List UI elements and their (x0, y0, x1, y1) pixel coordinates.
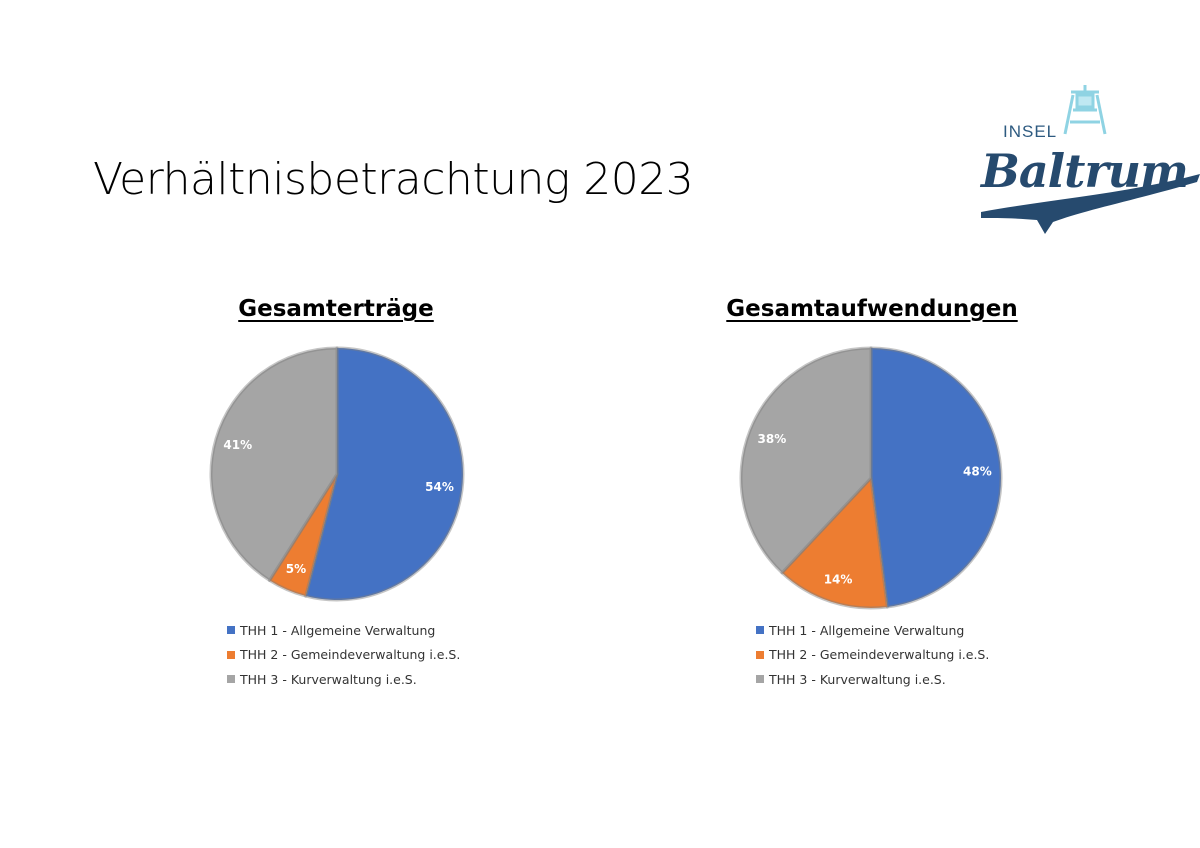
legend-swatch (756, 650, 764, 659)
pie-slice-thh1 (869, 346, 1003, 609)
pie-slice-thh3 (739, 346, 873, 575)
logo-main-text: Baltrum (979, 144, 1188, 198)
legend-label: THH 1 - Allgemeine Verwaltung (240, 622, 436, 638)
legend-label: THH 3 - Kurverwaltung i.e.S. (240, 671, 417, 687)
slide-title: Verhältnisbetrachtung 2023 (93, 154, 694, 205)
data-label-thh1: 48% (963, 464, 992, 478)
legend-label: THH 2 - Gemeindeverwaltung i.e.S. (240, 647, 461, 663)
legend-item-thh1: THH 1 - Allgemeine Verwaltung (227, 618, 460, 643)
legend-label: THH 1 - Allgemeine Verwaltung (769, 622, 965, 638)
legend-swatch (227, 650, 235, 659)
legend-swatch (756, 675, 764, 684)
pie-slice-thh1 (304, 346, 465, 602)
legend-gesamtaufwendungen: THH 1 - Allgemeine Verwaltung THH 2 - Ge… (756, 618, 989, 692)
legend-swatch (227, 626, 235, 635)
insel-baltrum-logo: INSEL Baltrum (979, 85, 1200, 234)
legend-item-thh2: THH 2 - Gemeindeverwaltung i.e.S. (756, 643, 989, 668)
chart-title-gesamtaufwendungen: Gesamtaufwendungen (726, 296, 1018, 322)
pie-slice-thh2 (780, 476, 889, 610)
pie-slice-thh2 (267, 472, 339, 598)
data-label-thh2: 14% (824, 572, 853, 586)
pie-chart-gesamtertraege: 54% 5% 41% (209, 346, 465, 602)
data-label-thh1: 54% (425, 480, 454, 494)
legend-item-thh1: THH 1 - Allgemeine Verwaltung (756, 618, 989, 643)
legend-swatch (227, 675, 235, 684)
logo-swoosh (981, 174, 1200, 234)
legend-item-thh2: THH 2 - Gemeindeverwaltung i.e.S. (227, 643, 460, 668)
data-label-thh2: 5% (286, 562, 306, 576)
legend-item-thh3: THH 3 - Kurverwaltung i.e.S. (227, 667, 460, 692)
legend-swatch (756, 626, 764, 635)
legend-gesamtertraege: THH 1 - Allgemeine Verwaltung THH 2 - Ge… (227, 618, 460, 692)
logo-top-text: INSEL (1003, 122, 1057, 141)
lighthouse-icon (1063, 85, 1107, 135)
data-label-thh3: 38% (758, 432, 787, 446)
pie-slice-thh3 (209, 346, 339, 582)
chart-title-gesamtertraege: Gesamterträge (238, 296, 434, 322)
legend-item-thh3: THH 3 - Kurverwaltung i.e.S. (756, 667, 989, 692)
pie-chart-gesamtaufwendungen: 48% 14% 38% (739, 346, 1003, 610)
data-label-thh3: 41% (223, 438, 252, 452)
legend-label: THH 3 - Kurverwaltung i.e.S. (769, 671, 946, 687)
legend-label: THH 2 - Gemeindeverwaltung i.e.S. (769, 647, 990, 663)
